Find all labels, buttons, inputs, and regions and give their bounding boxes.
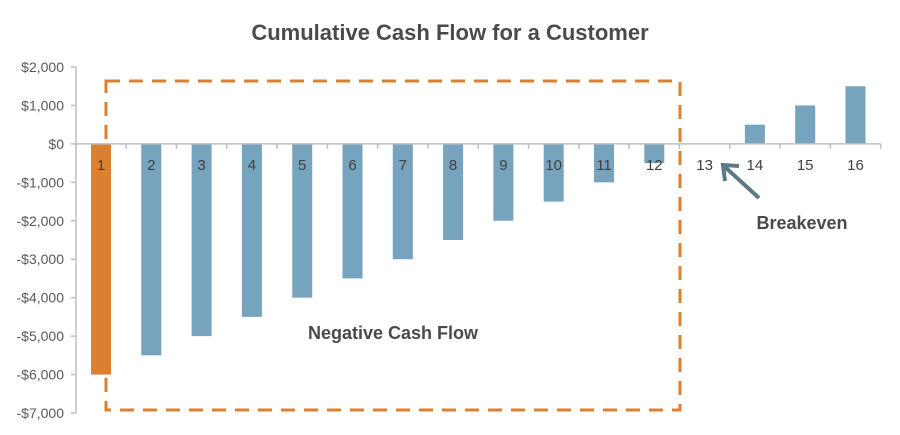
x-tick-label: 15 [797,157,814,174]
bar [594,143,614,183]
y-tick-label: -$1,000 [17,174,65,190]
y-tick-label: $0 [48,136,64,152]
x-tick-label: 14 [747,157,764,174]
x-tick-label: 4 [248,157,256,174]
x-tick-label: 3 [197,157,205,174]
y-tick-label: -$2,000 [17,213,65,229]
bars [91,86,866,375]
y-tick-label: $1,000 [21,97,64,113]
y-tick-label: -$3,000 [17,251,65,267]
y-tick-label: -$7,000 [17,405,65,421]
negative-cash-flow-box [104,79,682,412]
x-tick-label: 11 [596,157,612,174]
x-tick-label: 7 [399,157,407,174]
bar [392,143,413,260]
bar [744,124,765,144]
y-tick-label: -$6,000 [17,367,65,383]
breakeven-label: Breakeven [756,213,847,233]
bar [141,143,162,356]
negative-cash-flow-label: Negative Cash Flow [308,323,479,343]
x-tick-label: 9 [499,157,507,174]
x-tick-label: 5 [298,157,306,174]
x-tick-label: 10 [545,157,562,174]
bar [91,143,111,375]
chart-title: Cumulative Cash Flow for a Customer [251,20,649,45]
annotations: Negative Cash Flow Breakeven [104,79,848,412]
bar [292,143,313,298]
x-tick-label: 16 [847,157,864,174]
bar [493,143,514,221]
y-axis: $2,000 $1,000 $0 -$1,000 -$2,000 -$3,000 -$4,0… [17,59,77,421]
bar [845,86,866,144]
x-tick-label: 1 [97,157,105,174]
x-tick-label: 6 [348,157,356,174]
bar [644,143,665,164]
x-tick-label: 13 [696,157,713,174]
bar [543,143,564,202]
bar [342,143,363,279]
x-tick-label: 8 [449,157,457,174]
x-tick-label: 2 [147,157,155,174]
x-axis: 1 2 3 4 5 6 7 8 9 10 11 12 13 14 15 16 [75,143,882,174]
x-tick-label: 12 [646,157,663,174]
y-tick-label: $2,000 [21,59,64,75]
bar [795,105,816,144]
y-tick-label: -$5,000 [17,328,65,344]
y-tick-label: -$4,000 [17,290,65,306]
bar [191,143,212,337]
bar [443,143,464,240]
bar [241,143,262,317]
breakeven-arrow-icon [720,162,761,200]
